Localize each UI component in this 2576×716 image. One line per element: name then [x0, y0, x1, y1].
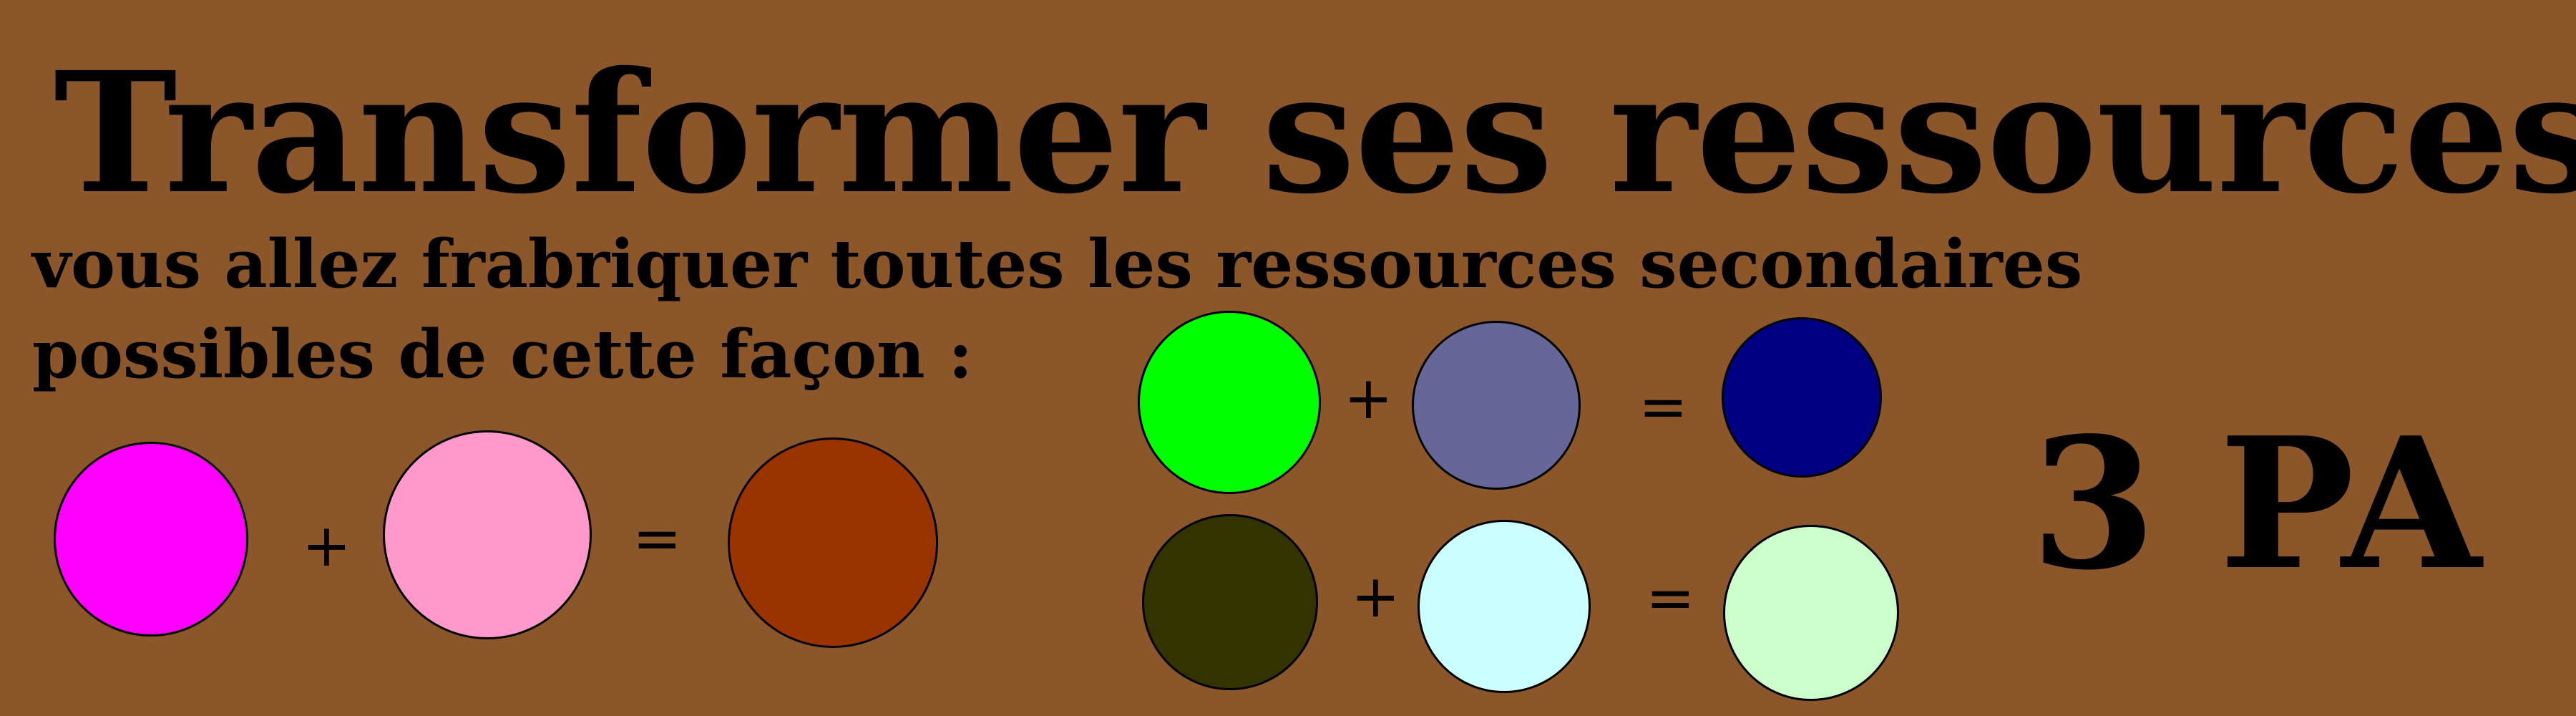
resource-dark-olive: [1142, 514, 1318, 690]
resource-magenta: [54, 442, 248, 637]
action-point-cost: 3 PA: [2031, 398, 2482, 610]
subtitle-line-1: vous allez frabriquer toutes les ressour…: [32, 225, 2083, 303]
slide-title: Transformer ses ressources: [54, 35, 2576, 231]
subtitle-line-2: possibles de cette façon :: [32, 315, 973, 393]
resource-navy: [1722, 317, 1882, 478]
equals-sign: =: [633, 505, 682, 573]
resource-light-cyan: [1418, 520, 1591, 693]
plus-sign: +: [1351, 563, 1400, 631]
equals-sign: =: [1646, 564, 1695, 632]
plus-sign: +: [302, 512, 351, 580]
resource-green: [1138, 311, 1321, 494]
resource-brown: [728, 437, 938, 648]
equals-sign: =: [1639, 373, 1688, 441]
resource-light-green: [1723, 525, 1899, 701]
resource-slate-blue: [1412, 321, 1581, 490]
plus-sign: +: [1344, 364, 1393, 432]
resource-pink: [383, 430, 592, 639]
